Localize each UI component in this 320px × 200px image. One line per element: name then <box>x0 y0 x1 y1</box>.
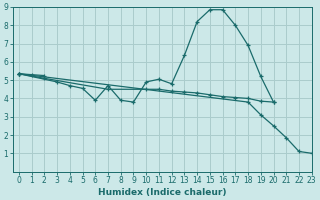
X-axis label: Humidex (Indice chaleur): Humidex (Indice chaleur) <box>98 188 226 197</box>
